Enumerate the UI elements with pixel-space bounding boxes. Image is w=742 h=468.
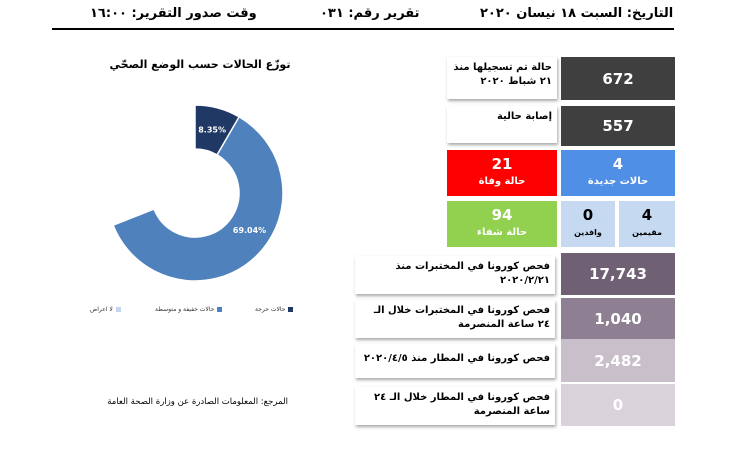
lab-24h-value: 1,040 (561, 298, 675, 340)
legend-swatch (217, 307, 223, 312)
lab-total-label: فحص كورونا في المختبرات منذ ٢٠٢٠/٢/٢١ (355, 256, 555, 294)
source-note: المرجع: المعلومات الصادرة عن وزارة الصحة… (107, 397, 288, 407)
airport-total-label: فحص كورونا في المطار منذ ٢٠٢٠/٤/٥ (355, 344, 555, 378)
legend-swatch (115, 307, 121, 312)
new-cases-label: حالات جديدة (587, 176, 649, 187)
deaths-box: 21 حالة وفاة (447, 150, 557, 196)
report-time: وقت صدور التقرير: ١٦:٠٠ (90, 6, 257, 21)
legend-item-critical: حالات حرجة (255, 306, 294, 313)
new-cases-box: 4 حالات جديدة (561, 150, 675, 196)
chart-title: توزّع الحالات حسب الوضع الصحّي (109, 58, 291, 71)
airport-24h-label: فحص كورونا في المطار خلال الـ ٢٤ ساعة ال… (355, 387, 555, 425)
pie-slice-label: 8.35% (198, 125, 226, 134)
report-date: التاريخ: السبت ١٨ نيسان ٢٠٢٠ (480, 6, 674, 21)
arrivals-label: وافدين (574, 228, 602, 237)
recovered-label: حالة شفاء (476, 227, 528, 238)
legend-item-asymptomatic: لا اعراض (90, 306, 121, 313)
header-divider (52, 28, 674, 30)
arrivals-value: 0 (582, 206, 594, 224)
total-cases-value: 672 (561, 57, 675, 100)
pie-slice-label: 69.04% (233, 226, 266, 235)
recovered-box: 94 حالة شفاء (447, 201, 557, 247)
legend-swatch (288, 307, 294, 312)
arrivals-box: 0 وافدين (561, 201, 615, 247)
lab-total-value: 17,743 (561, 253, 675, 295)
airport-total-value: 2,482 (561, 339, 675, 382)
deaths-value: 21 (491, 155, 513, 173)
legend-item-mild: حالات خفيفة و متوسطة (155, 306, 223, 313)
report-number: تقرير رقم: ٠٣١ (320, 6, 420, 21)
recovered-value: 94 (491, 206, 513, 224)
airport-24h-value: 0 (561, 384, 675, 426)
residents-label: مقيمين (632, 228, 662, 237)
new-cases-value: 4 (612, 155, 624, 173)
legend-label: حالات حرجة (255, 306, 286, 313)
total-cases-label: حالة تم تسجيلها منذ ٢١ شباط ٢٠٢٠ (447, 57, 557, 99)
pie-slice (112, 105, 284, 282)
donut-chart: 22.61%69.04%8.35% (112, 105, 284, 282)
legend-label: حالات خفيفة و متوسطة (155, 306, 215, 313)
active-cases-value: 557 (561, 106, 675, 146)
lab-24h-label: فحص كورونا في المختبرات خلال الـ ٢٤ ساعة… (355, 300, 555, 338)
residents-box: 4 مقيمين (619, 201, 675, 247)
legend-label: لا اعراض (90, 306, 113, 313)
residents-value: 4 (641, 206, 653, 224)
pie-slice (194, 105, 241, 156)
active-cases-label: إصابة حالية (447, 106, 557, 143)
deaths-label: حالة وفاة (478, 176, 526, 187)
